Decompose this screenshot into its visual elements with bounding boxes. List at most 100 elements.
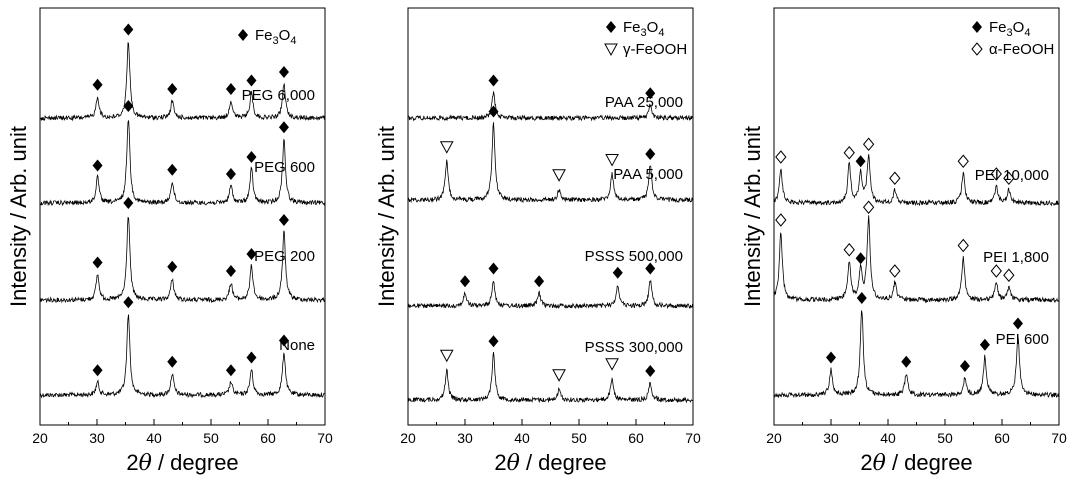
open-diamond-marker bbox=[889, 264, 901, 278]
filled-diamond-marker bbox=[123, 296, 134, 309]
series-label: PAA 25,000 bbox=[605, 94, 683, 111]
open-diamond-marker bbox=[990, 167, 1002, 181]
legend-entry: Fe3O4 bbox=[972, 19, 1030, 39]
trace-line bbox=[39, 216, 326, 304]
chart-panel-2: 20 30 40 50 60 70 2θ / degree Intensity / Arb. … bbox=[374, 7, 701, 476]
trace-line bbox=[39, 120, 326, 207]
series-label: PEI 600 bbox=[996, 331, 1049, 348]
filled-diamond-marker bbox=[278, 121, 289, 134]
filled-diamond-marker bbox=[246, 248, 257, 260]
filled-diamond-marker bbox=[645, 148, 656, 160]
filled-diamond-marker bbox=[855, 252, 866, 265]
x-tick-label: 20 bbox=[766, 430, 782, 446]
filled-diamond-marker bbox=[612, 266, 623, 279]
filled-diamond-marker bbox=[488, 74, 499, 87]
legend-label: α-FeOOH bbox=[989, 41, 1054, 58]
filled-diamond-marker bbox=[123, 100, 134, 112]
filled-diamond-marker bbox=[645, 262, 656, 275]
series-label: None bbox=[279, 337, 315, 354]
x-tick-label: 20 bbox=[32, 430, 48, 446]
open-diamond-marker bbox=[1003, 268, 1015, 283]
x-tick-label: 60 bbox=[628, 430, 644, 446]
x-tick-label: 40 bbox=[880, 430, 896, 446]
series-label: PEI 10,000 bbox=[975, 167, 1049, 184]
filled-diamond-marker bbox=[534, 275, 545, 288]
filled-diamond-marker bbox=[92, 78, 103, 91]
filled-diamond-marker bbox=[246, 151, 257, 163]
inverted-triangle-marker bbox=[605, 358, 619, 371]
open-diamond-marker bbox=[775, 213, 787, 227]
series-label: PAA 5,000 bbox=[613, 166, 683, 183]
inverted-triangle-marker bbox=[605, 154, 619, 167]
x-tick-label: 40 bbox=[514, 430, 530, 446]
filled-diamond-marker bbox=[167, 260, 178, 273]
filled-diamond-marker bbox=[645, 365, 656, 377]
x-tick-label: 30 bbox=[89, 430, 105, 446]
legend-entry: Fe3O4 bbox=[606, 19, 664, 39]
open-diamond-marker bbox=[889, 171, 901, 186]
filled-diamond-marker bbox=[488, 262, 499, 275]
open-diamond-marker bbox=[775, 150, 787, 164]
x-axis-label: 2θ / degree bbox=[126, 450, 238, 476]
x-tick-label: 30 bbox=[823, 430, 839, 446]
trace-line bbox=[773, 310, 1060, 399]
open-diamond-marker bbox=[990, 264, 1002, 278]
open-diamond-marker bbox=[862, 137, 875, 152]
series-label: PSSS 300,000 bbox=[585, 339, 683, 356]
filled-diamond-marker bbox=[979, 338, 990, 351]
open-diamond-marker bbox=[862, 200, 875, 215]
filled-diamond-marker bbox=[959, 360, 970, 372]
trace-line bbox=[773, 215, 1060, 304]
filled-diamond-marker bbox=[278, 334, 289, 347]
legend-marker-filled-diamond bbox=[972, 21, 982, 33]
filled-diamond-marker bbox=[246, 351, 257, 364]
filled-diamond-marker bbox=[225, 265, 236, 277]
x-tick-label: 70 bbox=[317, 430, 333, 446]
chart-panel-3: 20 30 40 50 60 70 2θ / degree Intensity / Arb. … bbox=[740, 7, 1067, 476]
inverted-triangle-marker bbox=[439, 141, 454, 154]
trace-line bbox=[407, 351, 694, 404]
filled-diamond-marker bbox=[123, 23, 134, 36]
x-tick-label: 60 bbox=[994, 430, 1010, 446]
series-label: PEG 200 bbox=[254, 248, 315, 265]
x-tick-label: 50 bbox=[571, 430, 587, 446]
filled-diamond-marker bbox=[92, 256, 103, 269]
x-tick-label: 70 bbox=[1051, 430, 1067, 446]
plot-frame bbox=[407, 7, 694, 426]
legend-marker-open-triangle bbox=[604, 43, 618, 57]
x-axis-label: 2θ / degree bbox=[494, 450, 606, 476]
filled-diamond-marker bbox=[123, 197, 134, 209]
chart-panel-1: 20 30 40 50 60 70 2θ / degree Intensity / Arb. … bbox=[6, 7, 333, 476]
series-label: PSSS 500,000 bbox=[585, 248, 683, 265]
trace-line bbox=[773, 154, 1060, 207]
open-diamond-marker bbox=[957, 238, 969, 253]
x-tick-label: 50 bbox=[203, 430, 219, 446]
legend-marker-filled-diamond bbox=[238, 29, 248, 41]
filled-diamond-marker bbox=[1012, 317, 1023, 330]
x-tick-label: 20 bbox=[400, 430, 416, 446]
legend-label: γ-FeOOH bbox=[623, 41, 687, 58]
y-axis-label: Intensity / Arb. unit bbox=[6, 126, 31, 307]
y-axis-label: Intensity / Arb. unit bbox=[374, 126, 399, 307]
filled-diamond-marker bbox=[225, 83, 236, 95]
filled-diamond-marker bbox=[167, 163, 178, 176]
filled-diamond-marker bbox=[92, 364, 103, 377]
legend-label: Fe3O4 bbox=[255, 27, 296, 47]
inverted-triangle-marker bbox=[552, 369, 566, 382]
x-axis-label: 2θ / degree bbox=[860, 450, 972, 476]
filled-diamond-marker bbox=[645, 87, 656, 100]
trace-line bbox=[39, 42, 326, 122]
filled-diamond-marker bbox=[278, 66, 289, 78]
y-axis-label: Intensity / Arb. unit bbox=[740, 126, 765, 307]
filled-diamond-marker bbox=[92, 159, 103, 172]
inverted-triangle-marker bbox=[552, 169, 566, 182]
open-diamond-marker bbox=[957, 154, 969, 169]
trace-line bbox=[39, 314, 326, 399]
inverted-triangle-marker bbox=[439, 349, 454, 363]
filled-diamond-marker bbox=[225, 364, 236, 377]
open-diamond-marker bbox=[843, 242, 855, 257]
x-tick-label: 70 bbox=[685, 430, 701, 446]
x-tick-label: 60 bbox=[260, 430, 276, 446]
series-label: PEG 6,000 bbox=[242, 87, 315, 104]
